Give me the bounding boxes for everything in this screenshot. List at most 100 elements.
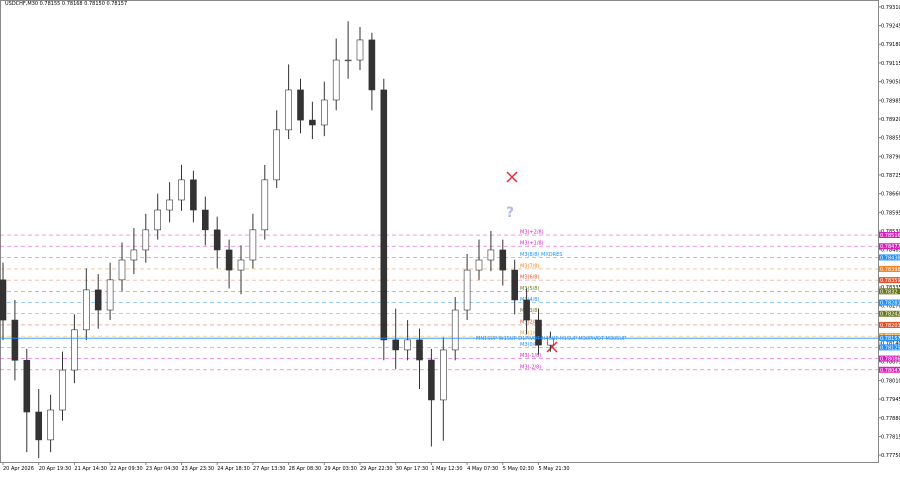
x-tick-label: 30 Apr 17:30 [396, 466, 429, 472]
x-tick-label: 20 Apr 19:30 [39, 466, 72, 472]
level-price-box [879, 277, 900, 284]
y-tick-label: 0.78790 [881, 154, 900, 160]
candle-body [511, 269, 519, 301]
candle-body [190, 179, 197, 211]
y-tick-label: 0.79310 [881, 5, 900, 11]
level-price-box [879, 310, 900, 317]
level-name: M3(6/8) [520, 275, 539, 281]
candle-body [47, 409, 54, 441]
level-name: M3(0/8) [520, 342, 539, 348]
level-price: 0.78242 [880, 312, 900, 318]
x-tick-label: 4 May 07:30 [467, 466, 498, 472]
candle-body [368, 39, 376, 91]
current-price-box [879, 335, 900, 342]
candle-body [535, 319, 542, 346]
level-price-box [879, 288, 900, 295]
y-tick-label: 0.78075 [881, 360, 900, 366]
level-price-box [879, 254, 900, 261]
y-tick-label: 0.78985 [881, 98, 900, 104]
x-tick-label: 24 Apr 18:30 [217, 466, 250, 472]
annotation: MN1SUP W1SUP D1PIVOT H4SUP H1SUP M30PIVO… [476, 336, 626, 342]
candle-body [475, 259, 483, 271]
level-price: 0.78438 [880, 255, 900, 261]
candle-body [0, 279, 7, 321]
level-name: M3(5/8) [520, 286, 539, 292]
candle-body [428, 359, 435, 401]
level-price-box [879, 265, 900, 272]
candle-body [225, 249, 233, 271]
candle-body [392, 339, 400, 351]
candle-body [499, 249, 507, 271]
level-price: 0.78125 [880, 345, 900, 351]
candle-body [320, 99, 328, 126]
level-price: 0.78359 [880, 278, 900, 284]
candle-body [273, 129, 281, 181]
level-price: 0.78516 [880, 233, 900, 239]
candle-body [83, 289, 90, 331]
level-name: M3(7/8) [520, 263, 539, 269]
y-tick-label: 0.78660 [881, 192, 900, 198]
y-tick-label: 0.79115 [881, 61, 900, 67]
plot-frame [0, 0, 879, 463]
level-price-box [879, 344, 900, 351]
candle-body [142, 229, 150, 251]
y-tick-label: 0.78920 [881, 117, 900, 123]
candle-body [380, 89, 388, 341]
candle-body [94, 289, 102, 311]
candle-body [130, 249, 138, 261]
candle-body [356, 39, 364, 61]
level-price: 0.78281 [880, 301, 900, 307]
level-price-box [879, 355, 900, 362]
candle-body [237, 259, 245, 271]
level-name: M3(-2/8) [520, 364, 541, 370]
candle-body [523, 299, 530, 321]
level-price: 0.7832 [880, 289, 898, 295]
candle-body [344, 59, 352, 62]
level-price: 0.78398 [880, 267, 900, 273]
y-tick-label: 0.79180 [881, 42, 900, 48]
candle-body [249, 229, 257, 261]
level-name: M3(+1/8) [520, 241, 544, 247]
level-name: M3(+2/8) [520, 230, 544, 236]
y-tick-label: 0.77880 [881, 416, 900, 422]
level-price: 0.78203 [880, 323, 900, 329]
y-tick-label: 0.78140 [881, 341, 900, 347]
level-name: M3(2/8) [520, 319, 539, 325]
candle-body [463, 269, 471, 311]
chart-title: USDCHF,M30 0.78155 0.78168 0.78150 0.781… [5, 1, 127, 7]
y-tick-label: 0.77945 [881, 397, 900, 403]
level-name: M3(1/8) [520, 331, 539, 337]
y-tick-label: 0.78595 [881, 210, 900, 216]
y-tick-label: 0.77750 [881, 453, 900, 459]
x-tick-label: 5 May 02:30 [503, 466, 534, 472]
level-price-box [879, 321, 900, 328]
y-tick-label: 0.79245 [881, 24, 900, 30]
candle-body [23, 359, 31, 413]
x-tick-label: 5 May 21:30 [539, 466, 570, 472]
y-tick-label: 0.77815 [881, 434, 900, 440]
candle-body [118, 259, 126, 281]
candle-body [11, 319, 19, 361]
candle-body [416, 339, 423, 361]
candle-body [71, 329, 78, 371]
x-tick-label: 27 Apr 13:30 [253, 466, 286, 472]
x-tick-label: 28 Apr 08:30 [289, 466, 322, 472]
level-price-box [879, 366, 900, 373]
x-tick-label: 23 Apr 04:30 [146, 466, 179, 472]
candle-body [439, 349, 447, 401]
level-price: 0.78047 [880, 368, 900, 374]
x-tick-label: 22 Apr 09:30 [110, 466, 143, 472]
x-tick-label: 1 May 12:30 [431, 466, 462, 472]
candle-body [297, 89, 304, 121]
candle-body [404, 339, 411, 351]
level-price-box [879, 232, 900, 239]
y-tick-label: 0.78855 [881, 136, 900, 142]
candle-body [309, 119, 316, 126]
candle-body [202, 209, 209, 231]
candle-body [166, 199, 173, 211]
candle-body [285, 89, 292, 131]
x-tick-label: 21 Apr 14:30 [74, 466, 107, 472]
x-tick-label: 29 Apr 03:30 [324, 466, 357, 472]
y-tick-label: 0.78335 [881, 285, 900, 291]
